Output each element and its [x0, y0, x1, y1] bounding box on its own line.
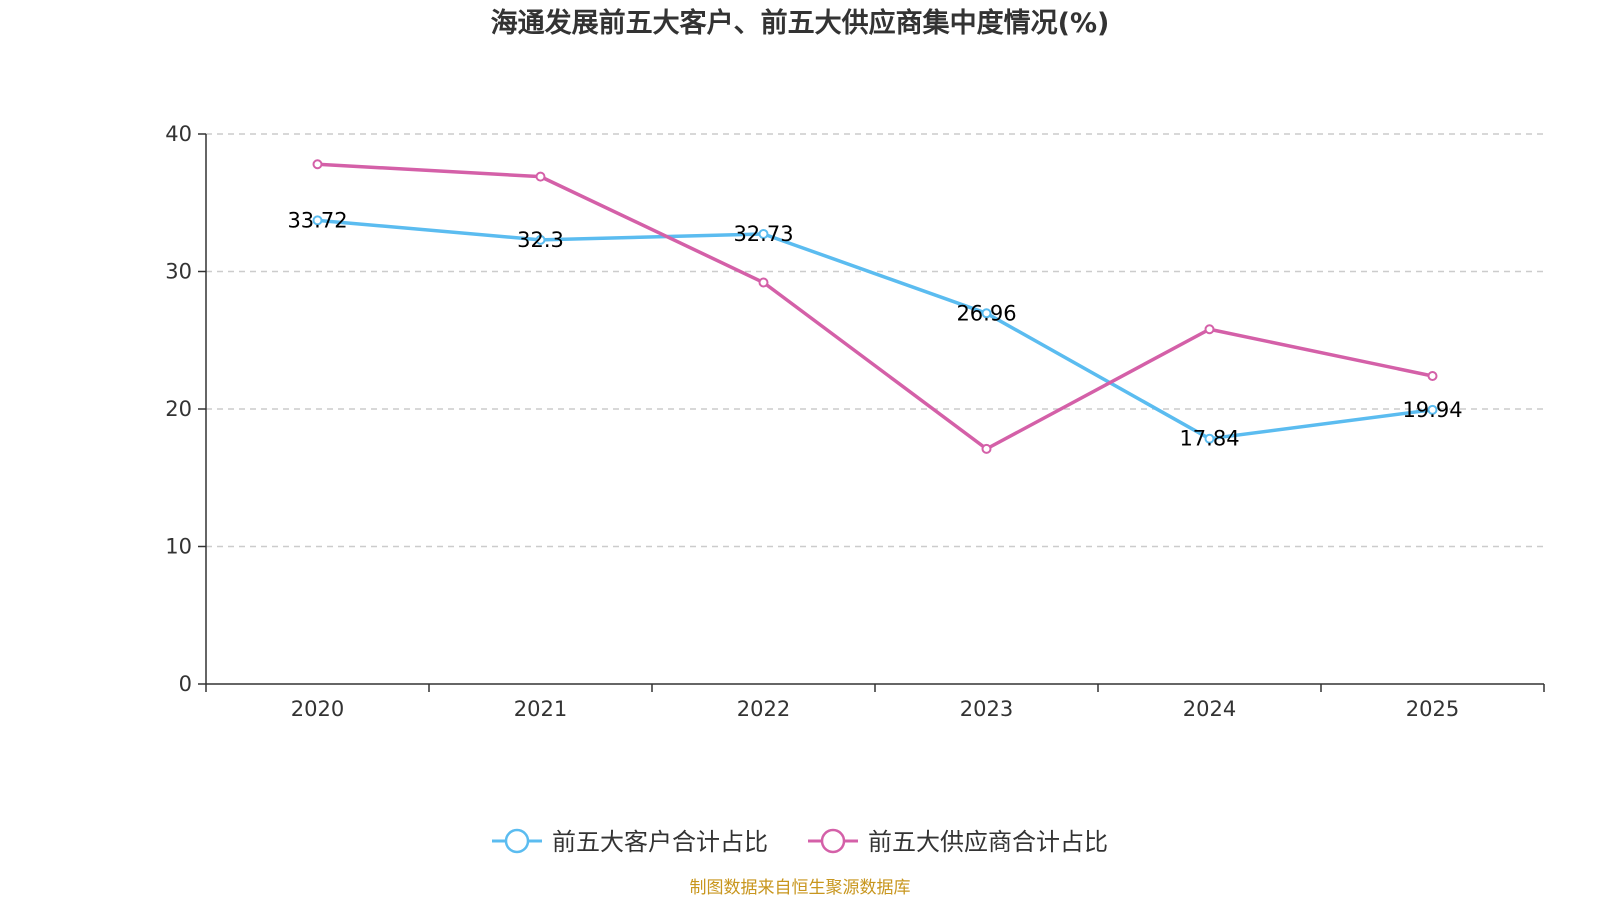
- series-1-point-2021[interactable]: [535, 234, 546, 245]
- legend: 前五大客户合计占比 前五大供应商合计占比: [492, 828, 1108, 856]
- series-2-point-2021[interactable]: [535, 171, 546, 182]
- x-tick-label-2020: 2020: [291, 697, 344, 721]
- data-label-2022: 32.73: [733, 222, 793, 246]
- x-tick-label-2024: 2024: [1183, 697, 1236, 721]
- x-tick-label-2023: 2023: [960, 697, 1013, 721]
- series-2-point-2023[interactable]: [981, 443, 992, 454]
- series-line-2: [317, 162, 1433, 451]
- legend-label-1: 前五大客户合计占比: [552, 828, 768, 856]
- data-label-2021: 32.3: [517, 228, 564, 252]
- series-2-point-2022[interactable]: [758, 277, 769, 288]
- x-tick-label-2021: 2021: [514, 697, 567, 721]
- data-label-2020: 33.72: [287, 208, 347, 232]
- x-tick-label-2022: 2022: [737, 697, 790, 721]
- series-1-point-2023[interactable]: [981, 308, 992, 319]
- data-label-layer: 33.72 32.3 32.73 26.96 17.84 19.94: [287, 208, 1462, 450]
- series-1-point-2020[interactable]: [312, 215, 323, 226]
- series-2-point-2024[interactable]: [1204, 324, 1215, 335]
- series-line-1: [317, 218, 1433, 441]
- series-layer: [312, 159, 1438, 454]
- y-tick-label-30: 30: [165, 260, 192, 284]
- series-1-point-2022[interactable]: [758, 228, 769, 239]
- data-label-2023: 26.96: [956, 301, 1016, 325]
- y-tick-label-40: 40: [165, 122, 192, 146]
- series-1-point-2025[interactable]: [1427, 404, 1438, 415]
- source-note: 制图数据来自恒生聚源数据库: [690, 878, 911, 898]
- x-tick-label-2025: 2025: [1406, 697, 1459, 721]
- y-tick-label-20: 20: [165, 397, 192, 421]
- legend-label-2: 前五大供应商合计占比: [868, 828, 1108, 856]
- legend-item-2[interactable]: 前五大供应商合计占比: [808, 828, 1108, 856]
- series-2-point-2020[interactable]: [312, 159, 323, 170]
- y-tick-label-0: 0: [179, 672, 192, 696]
- data-label-2025: 19.94: [1402, 398, 1462, 422]
- series-2-point-2025[interactable]: [1427, 371, 1438, 381]
- legend-item-1[interactable]: 前五大客户合计占比: [492, 828, 768, 856]
- y-tick-label-10: 10: [165, 535, 192, 559]
- series-1-point-2024[interactable]: [1204, 433, 1215, 444]
- axis-layer: 0 10 20 30 40 2020 2021 2022 2023 2024 2025: [165, 122, 1545, 721]
- chart-title: 海通发展前五大客户、前五大供应商集中度情况(%): [491, 7, 1110, 39]
- legend-marker-icon-1: [504, 828, 530, 854]
- data-label-2024: 17.84: [1179, 427, 1239, 451]
- grid-layer: [206, 133, 1544, 548]
- legend-marker-icon-2: [820, 828, 846, 854]
